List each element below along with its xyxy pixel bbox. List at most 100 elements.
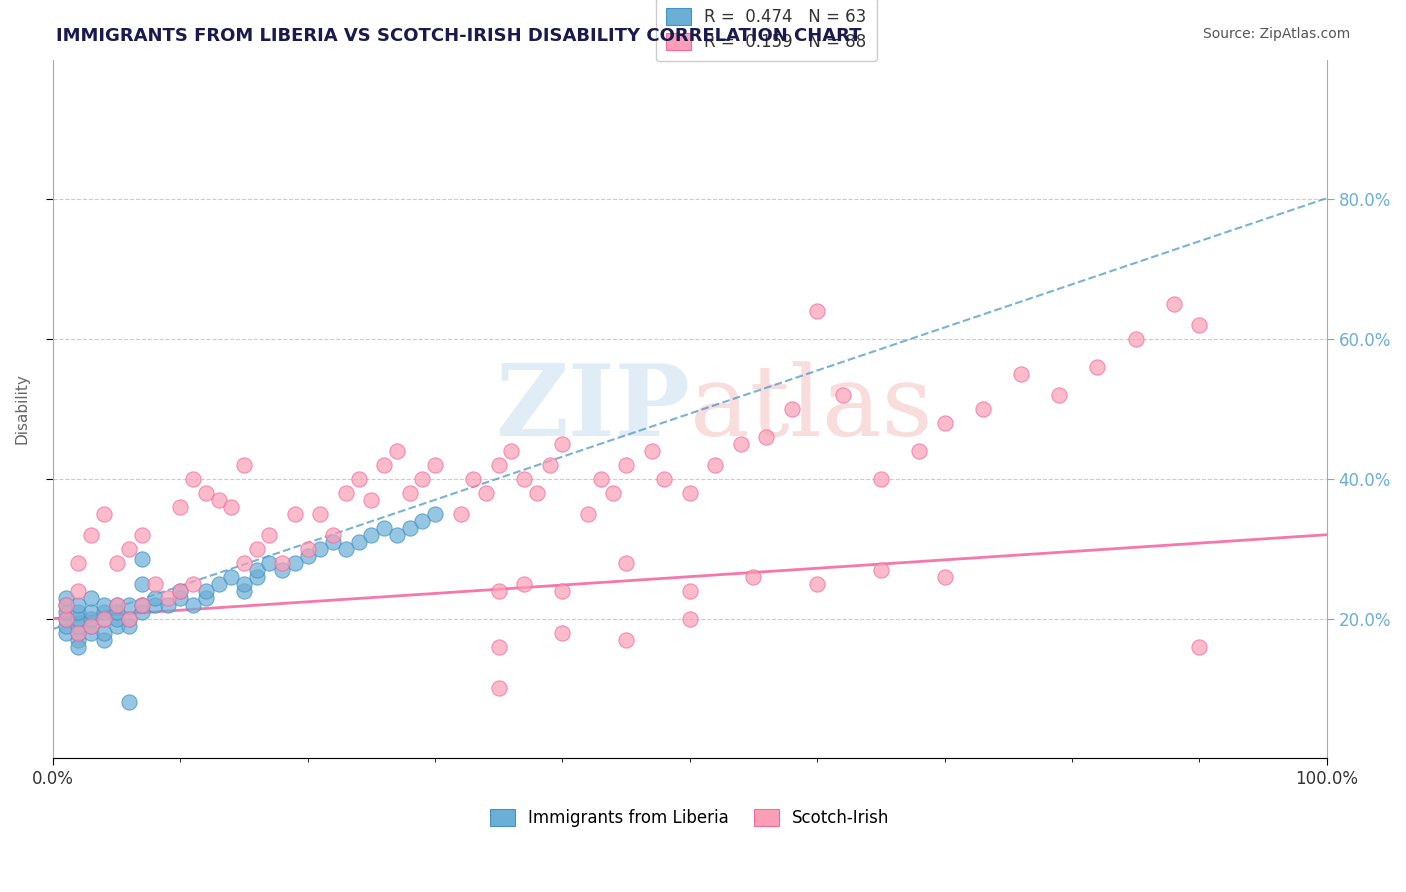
Point: [67, 598, 90, 612]
Point: [423, 458, 446, 472]
Point: [780, 401, 803, 416]
Point: [704, 458, 727, 472]
Point: [972, 401, 994, 416]
Point: [181, 472, 204, 486]
Point: [233, 576, 256, 591]
Point: [55, 598, 77, 612]
Point: [246, 541, 269, 556]
Point: [1125, 332, 1147, 346]
Point: [450, 507, 472, 521]
Point: [169, 583, 191, 598]
Point: [297, 549, 319, 563]
Point: [398, 485, 420, 500]
Point: [488, 458, 510, 472]
Point: [93, 507, 115, 521]
Point: [488, 640, 510, 654]
Point: [526, 485, 548, 500]
Point: [131, 598, 153, 612]
Point: [322, 534, 344, 549]
Point: [105, 618, 128, 632]
Point: [934, 416, 956, 430]
Point: [602, 485, 624, 500]
Point: [169, 591, 191, 605]
Point: [67, 605, 90, 619]
Point: [870, 563, 893, 577]
Point: [1047, 388, 1070, 402]
Point: [513, 472, 536, 486]
Point: [219, 500, 242, 514]
Point: [259, 527, 281, 541]
Point: [55, 605, 77, 619]
Point: [194, 485, 217, 500]
Point: [385, 527, 408, 541]
Point: [131, 605, 153, 619]
Point: [1087, 359, 1109, 374]
Point: [246, 563, 269, 577]
Text: atlas: atlas: [690, 361, 932, 457]
Point: [131, 552, 153, 566]
Point: [143, 576, 166, 591]
Point: [411, 472, 433, 486]
Point: [870, 472, 893, 486]
Point: [360, 492, 382, 507]
Point: [80, 591, 103, 605]
Point: [614, 458, 637, 472]
Point: [271, 563, 294, 577]
Point: [373, 521, 395, 535]
Point: [614, 632, 637, 647]
Point: [67, 632, 90, 647]
Point: [219, 569, 242, 583]
Point: [143, 591, 166, 605]
Point: [93, 598, 115, 612]
Point: [335, 485, 357, 500]
Point: [67, 625, 90, 640]
Point: [156, 598, 179, 612]
Point: [93, 611, 115, 625]
Point: [640, 443, 662, 458]
Point: [259, 556, 281, 570]
Point: [297, 541, 319, 556]
Point: [67, 556, 90, 570]
Point: [105, 605, 128, 619]
Point: [335, 541, 357, 556]
Point: [55, 611, 77, 625]
Point: [1163, 297, 1185, 311]
Point: [551, 583, 574, 598]
Point: [1188, 318, 1211, 332]
Point: [284, 507, 307, 521]
Point: [551, 625, 574, 640]
Point: [246, 569, 269, 583]
Point: [806, 304, 828, 318]
Point: [373, 458, 395, 472]
Legend: Immigrants from Liberia, Scotch-Irish: Immigrants from Liberia, Scotch-Irish: [484, 802, 897, 834]
Point: [194, 583, 217, 598]
Point: [806, 576, 828, 591]
Point: [118, 611, 141, 625]
Point: [730, 437, 752, 451]
Point: [93, 632, 115, 647]
Point: [181, 598, 204, 612]
Text: Source: ZipAtlas.com: Source: ZipAtlas.com: [1202, 27, 1350, 41]
Point: [156, 591, 179, 605]
Point: [67, 618, 90, 632]
Point: [271, 556, 294, 570]
Point: [93, 625, 115, 640]
Text: IMMIGRANTS FROM LIBERIA VS SCOTCH-IRISH DISABILITY CORRELATION CHART: IMMIGRANTS FROM LIBERIA VS SCOTCH-IRISH …: [56, 27, 862, 45]
Point: [118, 618, 141, 632]
Point: [93, 611, 115, 625]
Point: [80, 527, 103, 541]
Point: [55, 625, 77, 640]
Text: ZIP: ZIP: [495, 360, 690, 458]
Point: [105, 598, 128, 612]
Point: [118, 598, 141, 612]
Point: [80, 611, 103, 625]
Point: [233, 556, 256, 570]
Point: [55, 598, 77, 612]
Point: [207, 576, 229, 591]
Point: [576, 507, 599, 521]
Point: [347, 534, 370, 549]
Point: [55, 611, 77, 625]
Point: [1188, 640, 1211, 654]
Point: [589, 472, 612, 486]
Point: [181, 576, 204, 591]
